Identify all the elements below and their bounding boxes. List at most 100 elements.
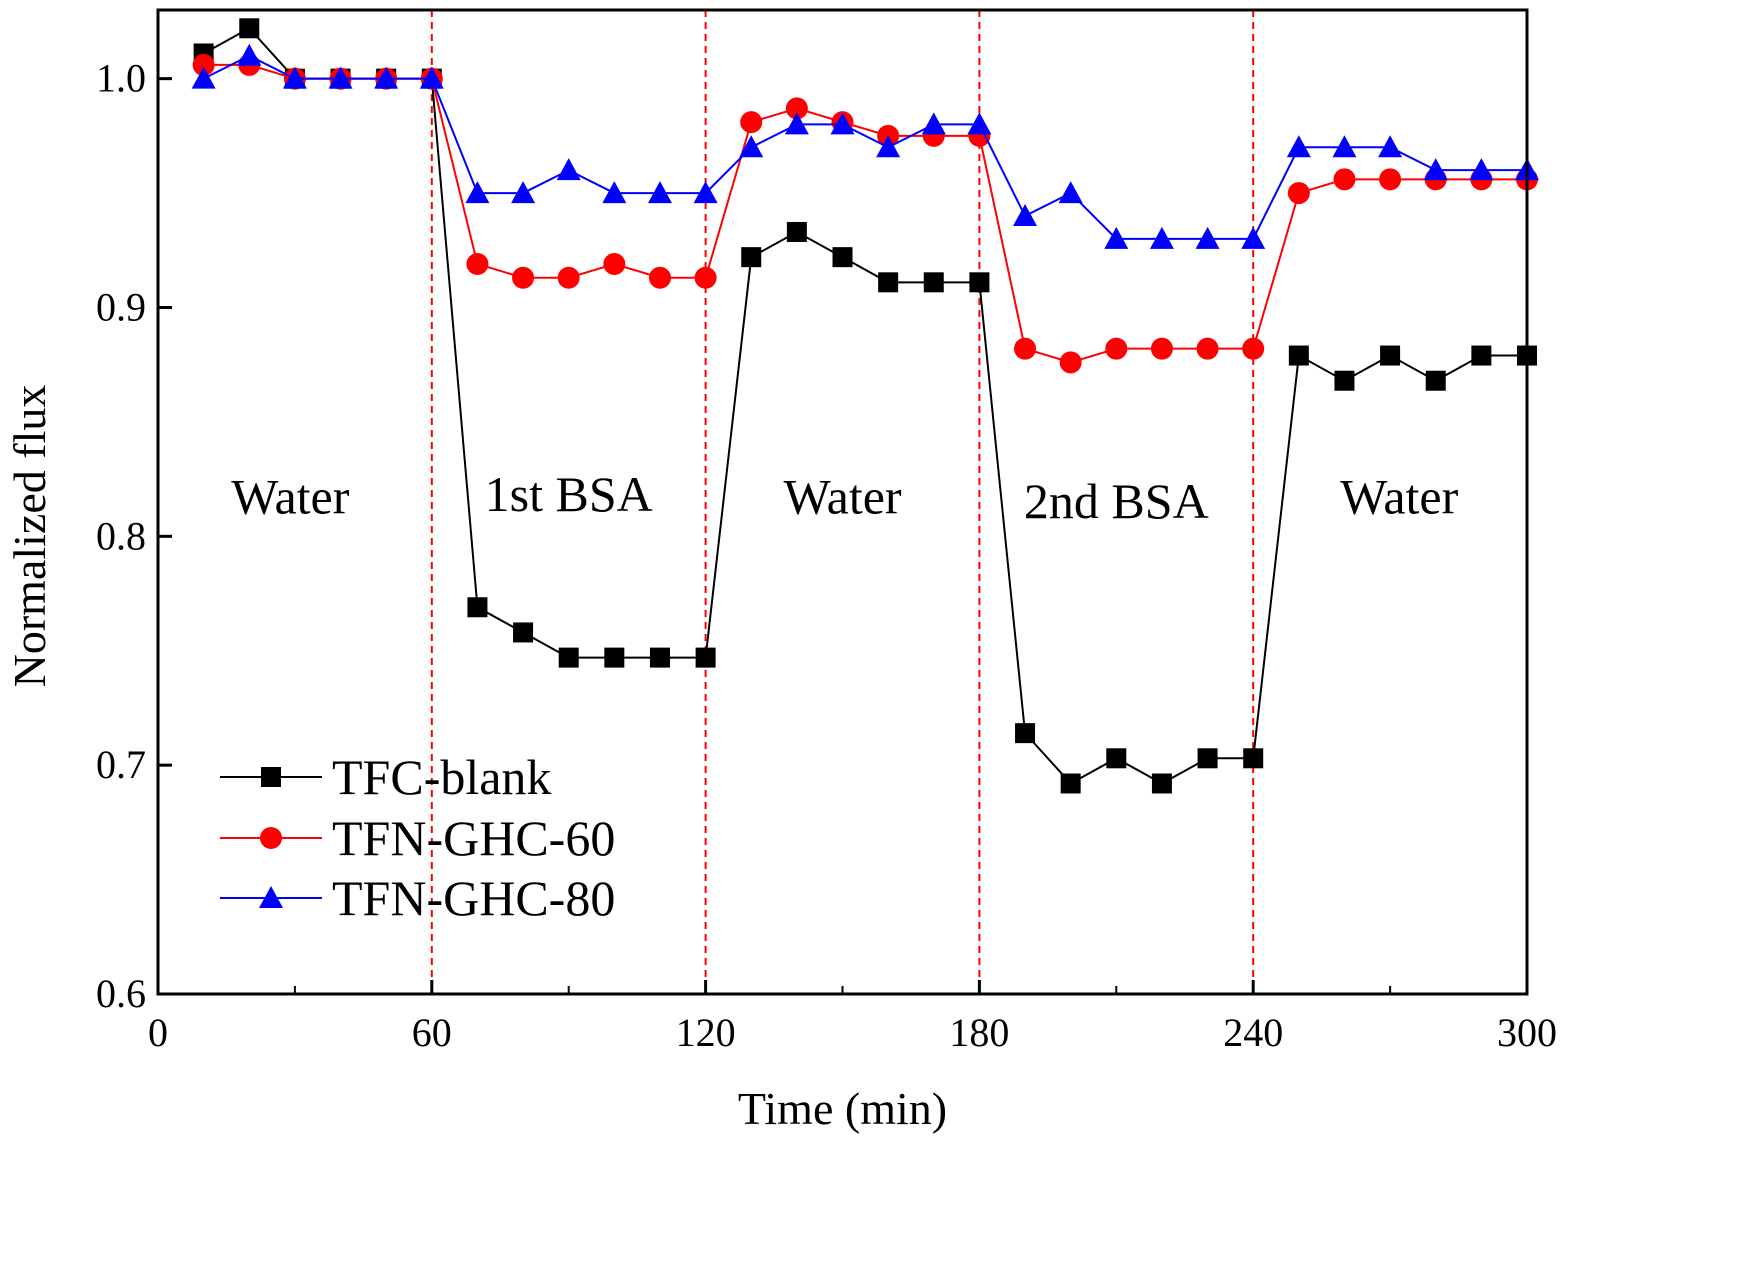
data-point [876, 135, 901, 158]
legend-item-0: TFC-blank [220, 749, 551, 805]
data-point [693, 181, 718, 204]
data-point [239, 18, 260, 39]
data-point [1286, 135, 1311, 158]
data-point [1106, 748, 1127, 769]
data-point [830, 112, 855, 135]
data-point [1149, 226, 1174, 249]
data-point [878, 272, 899, 293]
region-label-1: 1st BSA [485, 466, 653, 522]
data-point [374, 66, 399, 89]
data-point [512, 266, 535, 289]
data-point [328, 66, 353, 89]
x-tick-label-4: 240 [1223, 1010, 1283, 1055]
data-point [1197, 748, 1218, 769]
data-point [921, 112, 946, 135]
data-point [467, 597, 488, 618]
data-point [1060, 773, 1081, 794]
data-point [191, 66, 216, 89]
data-point [1425, 370, 1446, 391]
legend-item-2: TFN-GHC-80 [220, 870, 615, 926]
legend-marker [259, 886, 283, 908]
data-point [1423, 158, 1448, 181]
data-point [603, 253, 626, 276]
x-tick-label-1: 60 [412, 1010, 452, 1055]
region-label-0: Water [231, 468, 349, 524]
data-point [1288, 345, 1309, 366]
data-point [832, 247, 853, 268]
data-point [785, 97, 808, 120]
data-point [740, 111, 763, 134]
x-tick-label-5: 300 [1497, 1010, 1557, 1055]
data-point [1332, 135, 1357, 158]
x-tick-label-3: 180 [949, 1010, 1009, 1055]
data-point [1243, 748, 1264, 769]
y-tick-label-1: 0.7 [96, 742, 146, 787]
region-label-3: 2nd BSA [1024, 473, 1209, 529]
data-point [237, 43, 262, 66]
data-point [739, 135, 764, 158]
data-point [1015, 723, 1036, 744]
axis-ticks: 0 60 120 180 240 300 0.6 0.7 0.8 0.9 1.0 [96, 56, 1557, 1055]
data-point [1334, 370, 1355, 391]
x-tick-label-0: 0 [148, 1010, 168, 1055]
region-labels: Water 1st BSA Water 2nd BSA Water [231, 466, 1458, 529]
data-point [786, 221, 807, 242]
data-point [1378, 135, 1403, 158]
legend-label-0: TFC-blank [332, 749, 551, 805]
data-point [1333, 168, 1356, 191]
data-point [1242, 337, 1265, 360]
data-point [465, 181, 490, 204]
legend-marker [261, 767, 281, 787]
legend-label-2: TFN-GHC-80 [332, 870, 615, 926]
data-point [282, 66, 307, 89]
data-point [513, 622, 534, 643]
data-point [1104, 226, 1129, 249]
data-point [741, 247, 762, 268]
data-point [647, 181, 672, 204]
data-point [1379, 168, 1402, 191]
series-line-2 [203, 54, 1527, 240]
data-point [1380, 345, 1401, 366]
data-point [511, 181, 536, 204]
data-point [1241, 226, 1266, 249]
data-point [694, 266, 717, 289]
x-axis-title: Time (min) [738, 1083, 947, 1134]
y-tick-label-0: 0.6 [96, 971, 146, 1016]
y-tick-label-2: 0.8 [96, 513, 146, 558]
data-point [558, 647, 579, 668]
data-point [466, 253, 489, 276]
data-point [1014, 337, 1037, 360]
region-label-2: Water [783, 468, 901, 524]
data-point [419, 66, 444, 89]
legend-marker [260, 827, 282, 849]
y-tick-label-3: 0.9 [96, 284, 146, 329]
region-label-4: Water [1340, 468, 1458, 524]
data-point [1151, 773, 1172, 794]
data-point [649, 647, 670, 668]
data-point [557, 266, 580, 289]
phase-dividers [430, 10, 1255, 994]
legend-label-1: TFN-GHC-60 [332, 810, 615, 866]
legend-item-1: TFN-GHC-60 [220, 810, 615, 866]
data-point [1196, 337, 1219, 360]
x-tick-label-2: 120 [676, 1010, 736, 1055]
data-point [1059, 351, 1082, 374]
data-point [923, 272, 944, 293]
data-point [1105, 337, 1128, 360]
data-point [648, 266, 671, 289]
data-point [1471, 345, 1492, 366]
data-point [969, 272, 990, 293]
data-point [1287, 182, 1310, 205]
y-axis-title: Normalized flux [4, 385, 55, 688]
data-point [192, 53, 215, 76]
data-point [967, 112, 992, 135]
data-point [1195, 226, 1220, 249]
data-point [1150, 337, 1173, 360]
data-point [1013, 203, 1038, 226]
data-point [1058, 181, 1083, 204]
data-point [556, 158, 581, 181]
data-point [695, 647, 716, 668]
